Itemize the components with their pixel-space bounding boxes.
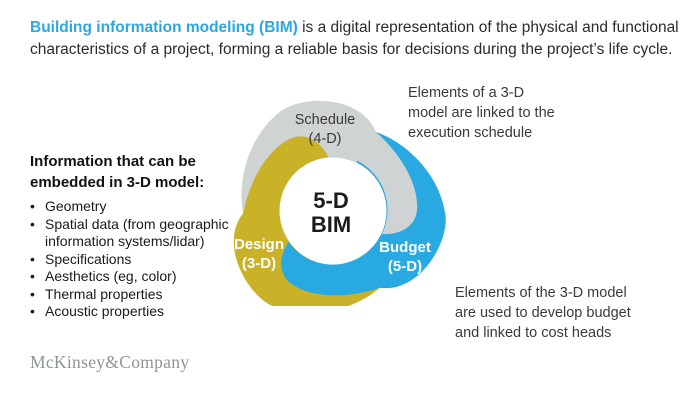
- bim-label-line-2: BIM: [310, 211, 352, 237]
- info-list: • Geometry • Spatial data (from geographic…: [30, 198, 230, 321]
- list-item-text: Geometry: [45, 198, 107, 214]
- bullet-icon: •: [30, 285, 35, 302]
- list-item-text: Acoustic properties: [45, 303, 165, 319]
- schedule-annotation-line-1: Elements of a 3-D: [408, 85, 525, 101]
- header-line-1: Building information modeling (BIM) is a…: [30, 17, 685, 39]
- center-circle: [281, 159, 385, 263]
- bim-label-line-1: 5-D: [313, 188, 349, 213]
- budget-label-dim: (5-D): [387, 258, 423, 275]
- header-paragraph: Building information modeling (BIM) is a…: [30, 17, 685, 60]
- bullet-icon: •: [30, 303, 35, 319]
- design-label-dim: (3-D): [241, 255, 277, 272]
- list-item: • Spatial data (from geographic informati…: [30, 216, 230, 251]
- info-heading-line-2: embedded in 3-D model:: [30, 174, 205, 191]
- budget-annotation-line-3: and linked to cost heads: [455, 325, 612, 341]
- list-item: • Specifications: [30, 251, 230, 269]
- schedule-label: Schedule (4-D): [270, 111, 380, 149]
- info-heading-line-1: Information that can be: [30, 153, 196, 170]
- schedule-annotation-line-3: execution schedule: [408, 125, 533, 141]
- list-item-text: Aesthetics (eg, color): [45, 268, 177, 284]
- list-item-text: Spatial data (from geographic informatio…: [45, 215, 229, 250]
- info-panel: Information that can be embedded in 3-D …: [30, 151, 230, 321]
- budget-annotation-line-1: Elements of the 3-D model: [455, 285, 627, 301]
- bim-center-label: 5-D BIM: [286, 189, 376, 236]
- design-label-name: Design: [233, 236, 284, 253]
- design-label: Design (3-D): [214, 235, 304, 273]
- list-item-text: Thermal properties: [45, 285, 163, 302]
- mckinsey-logo: McKinsey&Company: [30, 352, 190, 372]
- list-item: • Acoustic properties: [30, 303, 230, 321]
- schedule-label-name: Schedule: [294, 112, 356, 128]
- header-line-1-rest: is a digital representation of the physi…: [297, 19, 679, 36]
- bim-venn-diagram: [222, 100, 452, 306]
- budget-annotation-line-2: are used to develop budget: [455, 305, 631, 321]
- list-item-text: Specifications: [45, 250, 132, 267]
- bullet-icon: •: [30, 198, 35, 214]
- header-highlight: Building information modeling (BIM): [30, 19, 298, 36]
- budget-label-name: Budget: [379, 239, 431, 256]
- list-item: • Thermal properties: [30, 286, 230, 304]
- budget-annotation: Elements of the 3-D model are used to de…: [455, 283, 631, 343]
- bullet-icon: •: [30, 215, 35, 232]
- header-line-2: characteristics of a project, forming a …: [30, 40, 673, 58]
- list-item: • Aesthetics (eg, color): [30, 268, 230, 286]
- bullet-icon: •: [30, 268, 35, 284]
- budget-label: Budget (5-D): [360, 238, 450, 276]
- bullet-icon: •: [30, 250, 35, 267]
- schedule-annotation: Elements of a 3-D model are linked to th…: [408, 83, 555, 143]
- info-panel-heading: Information that can be embedded in 3-D …: [30, 151, 230, 193]
- schedule-annotation-line-2: model are linked to the: [408, 105, 555, 121]
- list-item: • Geometry: [30, 198, 230, 216]
- schedule-label-dim: (4-D): [308, 131, 342, 147]
